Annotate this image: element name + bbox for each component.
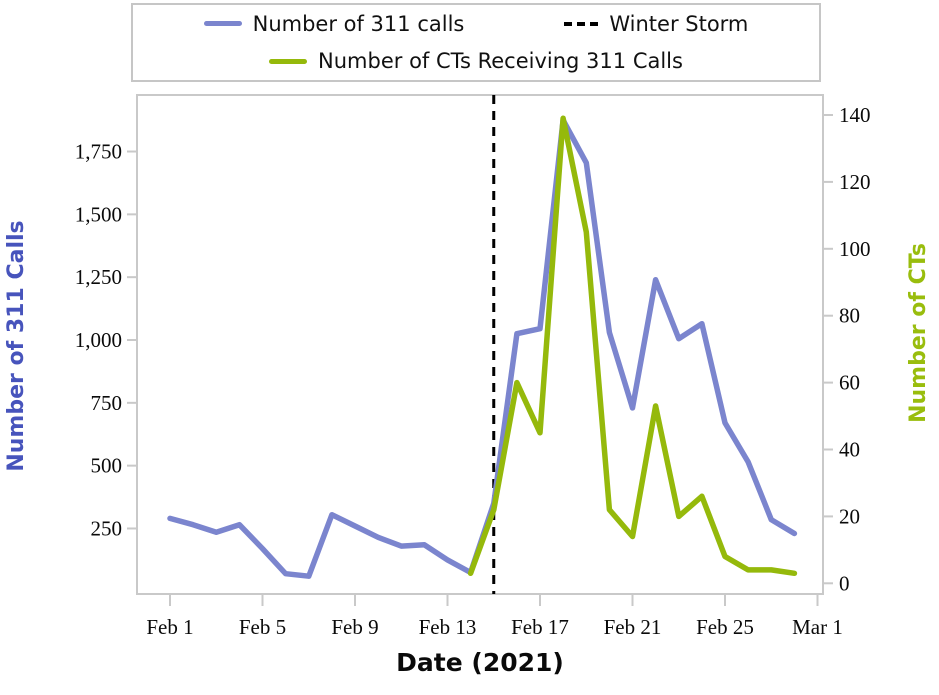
cts-line [467, 115, 798, 577]
y-axis-right-tick-label: 140 [839, 103, 871, 127]
legend-row-1: Number of 311 calls Winter Storm [133, 5, 819, 43]
legend-label: Winter Storm [609, 11, 749, 36]
plot-border [136, 94, 824, 595]
legend-label: Number of CTs Receiving 311 Calls [318, 49, 683, 74]
y-axis-title-right: Number of CTs [906, 243, 931, 423]
x-axis-tick-label: Feb 21 [604, 615, 662, 639]
y-axis-left-tick-label: 1,250 [75, 265, 122, 289]
legend-item-311-calls: Number of 311 calls [203, 11, 465, 36]
y-axis-right-tick-label: 40 [839, 438, 860, 462]
y-axis-right-tick-label: 60 [839, 371, 860, 395]
y-axis-right-tick-label: 80 [839, 304, 860, 328]
x-axis-tick-label: Mar 1 [792, 615, 843, 639]
winter-storm-dash-swatch-icon [564, 21, 599, 26]
x-axis-tick-label: Feb 17 [511, 615, 569, 639]
legend-item-cts: Number of CTs Receiving 311 Calls [269, 49, 683, 73]
x-axis-title: Date (2021) [396, 648, 564, 677]
x-axis-tick-label: Feb 9 [331, 615, 378, 639]
calls-line-swatch-icon [203, 21, 242, 27]
legend-item-winter-storm: Winter Storm [564, 12, 748, 36]
y-axis-left-tick-label: 500 [91, 454, 123, 478]
calls-line [167, 117, 798, 579]
y-axis-right-tick-label: 120 [839, 170, 871, 194]
x-axis-tick-label: Feb 13 [419, 615, 477, 639]
x-axis-tick-label: Feb 5 [239, 615, 286, 639]
y-axis-right-tick-label: 100 [839, 237, 871, 261]
y-axis-left-tick-label: 250 [91, 516, 123, 540]
y-axis-left-tick-label: 750 [91, 391, 123, 415]
x-axis-tick-label: Feb 1 [146, 615, 193, 639]
y-axis-left-tick-label: 1,500 [75, 202, 122, 226]
legend-label: Number of 311 calls [252, 11, 465, 36]
y-axis-right-tick-label: 0 [839, 571, 850, 595]
y-axis-right-tick-label: 20 [839, 504, 860, 528]
y-axis-left-tick-label: 1,750 [75, 140, 122, 164]
legend: Number of 311 calls Winter Storm Number … [131, 3, 821, 82]
y-axis-left-tick-label: 1,000 [75, 328, 122, 352]
cts-line-swatch-icon [269, 58, 308, 64]
y-axis-title-left: Number of 311 Calls [4, 220, 29, 472]
x-axis-tick-label: Feb 25 [696, 615, 754, 639]
legend-row-2: Number of CTs Receiving 311 Calls [133, 43, 819, 81]
